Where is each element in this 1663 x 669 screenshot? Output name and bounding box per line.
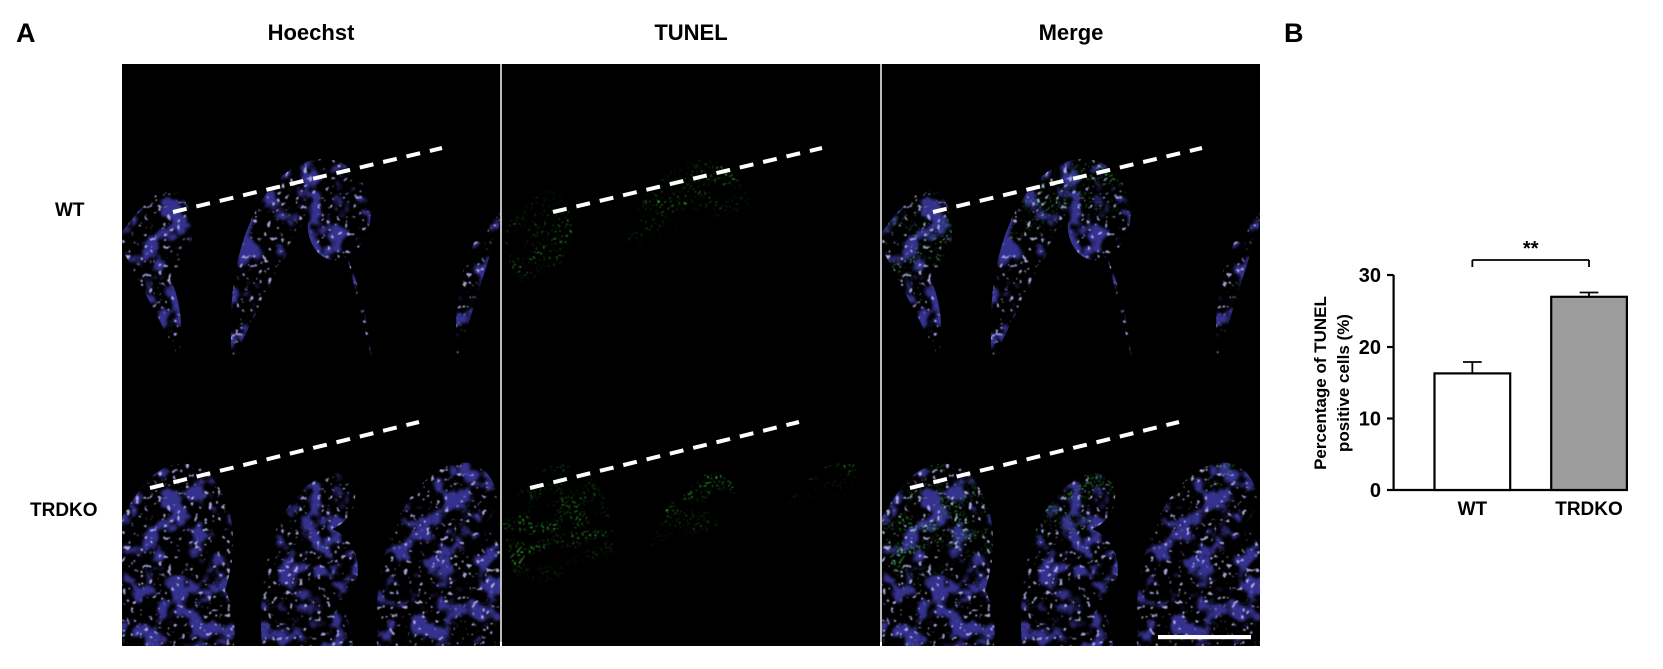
svg-text:10: 10 bbox=[1359, 409, 1381, 431]
svg-text:Percentage of TUNEL: Percentage of TUNEL bbox=[1311, 296, 1330, 470]
svg-text:positive cells (%): positive cells (%) bbox=[1334, 314, 1353, 452]
svg-text:20: 20 bbox=[1359, 337, 1381, 359]
svg-text:30: 30 bbox=[1359, 265, 1381, 287]
svg-text:WT: WT bbox=[1458, 499, 1488, 520]
svg-text:0: 0 bbox=[1370, 480, 1381, 502]
svg-text:**: ** bbox=[1523, 238, 1539, 260]
svg-text:TRDKO: TRDKO bbox=[1555, 499, 1623, 520]
